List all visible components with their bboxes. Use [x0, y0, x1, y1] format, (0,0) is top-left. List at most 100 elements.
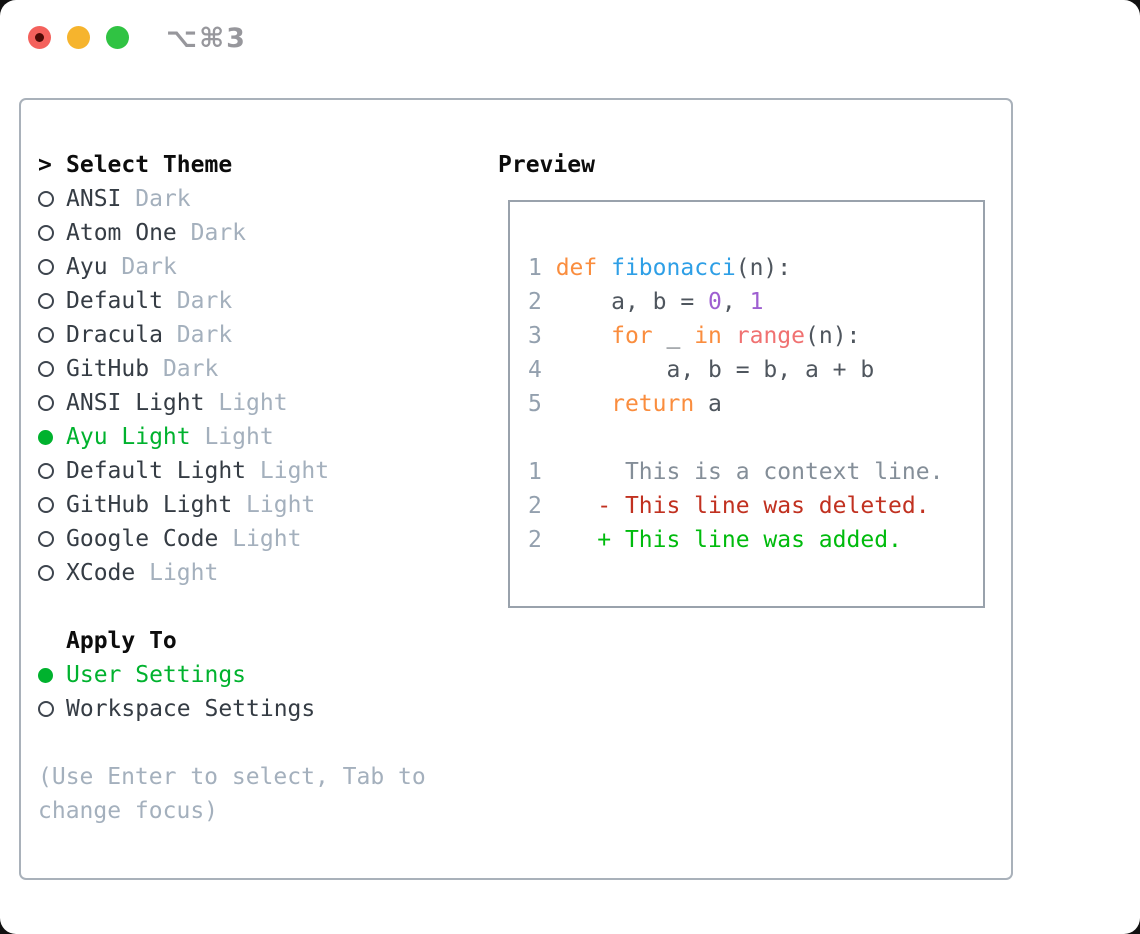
apply-to-title: Apply To: [66, 628, 177, 654]
theme-option-github-light[interactable]: GitHub Light Light: [38, 488, 478, 522]
preview-line: 1 This is a context line.: [528, 455, 983, 489]
code-token: a: [694, 391, 722, 417]
radio-icon: [38, 293, 66, 309]
minimize-button[interactable]: [67, 26, 90, 49]
code-token: def: [555, 255, 598, 281]
theme-variant-badge: Light: [204, 424, 274, 450]
theme-variant-badge: Light: [246, 492, 316, 518]
code-token: fibonacci: [611, 255, 736, 281]
window-shortcut-label: ⌥⌘3: [166, 23, 247, 54]
code-token: [556, 391, 611, 417]
titlebar: ⌥⌘3: [0, 0, 1140, 75]
line-number: 1: [528, 459, 556, 485]
theme-option-ayu-light[interactable]: Ayu Light Light: [38, 420, 478, 454]
preview-line: 2 - This line was deleted.: [528, 489, 983, 523]
radio-icon: [38, 259, 66, 275]
prompt-caret: >: [38, 152, 52, 178]
line-number: 1: [528, 255, 556, 281]
radio-icon: [38, 668, 66, 683]
theme-variant-badge: Light: [232, 526, 302, 552]
apply-option-label: Workspace Settings: [66, 696, 316, 722]
theme-option-label: Default: [66, 288, 163, 314]
panel-title: Select Theme: [66, 152, 233, 178]
apply-option-user-settings[interactable]: User Settings: [38, 658, 478, 692]
close-button[interactable]: [28, 26, 51, 49]
code-token: [722, 323, 736, 349]
code-token: - This line was deleted.: [555, 493, 930, 519]
code-token: + This line was added.: [555, 527, 902, 553]
radio-icon: [38, 565, 66, 581]
theme-picker-header: > Select Theme: [38, 148, 478, 182]
code-token: range: [735, 323, 805, 349]
code-token: in: [694, 323, 722, 349]
preview-line: 4 a, b = b, a + b: [528, 353, 983, 387]
theme-option-default[interactable]: Default Dark: [38, 284, 478, 318]
code-token: a, b = b, a + b: [555, 357, 875, 383]
theme-picker-column: > Select Theme ANSI Dark Atom One Dark Ayu D…: [38, 148, 478, 828]
code-token: This is a context line.: [555, 459, 944, 485]
code-token: ,: [721, 289, 750, 315]
preview-line: 2 + This line was added.: [528, 523, 983, 557]
preview-line: [528, 421, 983, 455]
theme-option-label: ANSI Light: [66, 390, 205, 416]
maximize-button[interactable]: [106, 26, 129, 49]
line-number: 2: [528, 289, 556, 315]
theme-option-label: GitHub: [66, 356, 150, 382]
theme-option-google-code[interactable]: Google Code Light: [38, 522, 478, 556]
spacer: [38, 590, 478, 624]
theme-option-label: Atom One: [66, 220, 177, 246]
radio-icon: [38, 327, 66, 343]
radio-icon: [38, 395, 66, 411]
theme-variant-badge: Light: [149, 560, 219, 586]
theme-option-xcode[interactable]: XCode Light: [38, 556, 478, 590]
theme-variant-badge: Light: [259, 458, 330, 484]
preview-line: 2 a, b = 0, 1: [528, 285, 983, 319]
line-number: 2: [528, 527, 556, 553]
preview-title: Preview: [498, 152, 595, 178]
theme-option-label: Ayu: [66, 254, 108, 280]
line-number: 4: [528, 357, 556, 383]
theme-variant-badge: Light: [218, 390, 288, 416]
code-token: (n):: [735, 255, 792, 281]
radio-icon: [38, 497, 66, 513]
line-number: 5: [528, 391, 556, 417]
radio-icon: [38, 463, 66, 479]
code-token: a, b =: [555, 289, 709, 315]
theme-option-ansi-light[interactable]: ANSI Light Light: [38, 386, 478, 420]
theme-variant-badge: Dark: [162, 356, 219, 382]
radio-icon: [38, 701, 66, 717]
theme-option-label: Ayu Light: [66, 424, 191, 450]
theme-option-dracula[interactable]: Dracula Dark: [38, 318, 478, 352]
code-token: 1: [749, 289, 764, 315]
line-number: 2: [528, 493, 556, 519]
theme-option-github[interactable]: GitHub Dark: [38, 352, 478, 386]
radio-icon: [38, 531, 66, 547]
apply-to-header: Apply To: [38, 624, 478, 658]
theme-variant-badge: Dark: [190, 220, 247, 246]
theme-option-ansi[interactable]: ANSI Dark: [38, 182, 478, 216]
theme-option-label: Dracula: [66, 322, 163, 348]
preview-line: 5 return a: [528, 387, 983, 421]
theme-option-ayu[interactable]: Ayu Dark: [38, 250, 478, 284]
theme-option-label: ANSI: [66, 186, 122, 212]
code-token: for: [611, 323, 653, 349]
code-token: _: [652, 323, 695, 349]
apply-option-workspace-settings[interactable]: Workspace Settings: [38, 692, 478, 726]
radio-icon: [38, 225, 66, 241]
apply-option-label: User Settings: [66, 662, 247, 688]
theme-variant-badge: Dark: [121, 254, 177, 280]
theme-option-atom-one[interactable]: Atom One Dark: [38, 216, 478, 250]
theme-option-default-light[interactable]: Default Light Light: [38, 454, 478, 488]
theme-variant-badge: Dark: [135, 186, 191, 212]
theme-variant-badge: Dark: [176, 322, 233, 348]
radio-icon: [38, 361, 66, 377]
preview-line: 1 def fibonacci(n):: [528, 251, 983, 285]
code-token: [597, 255, 611, 281]
theme-option-label: XCode: [66, 560, 136, 586]
line-number: 3: [528, 323, 556, 349]
radio-icon: [38, 191, 66, 207]
code-token: 0: [708, 289, 722, 315]
spacer: [38, 726, 478, 760]
